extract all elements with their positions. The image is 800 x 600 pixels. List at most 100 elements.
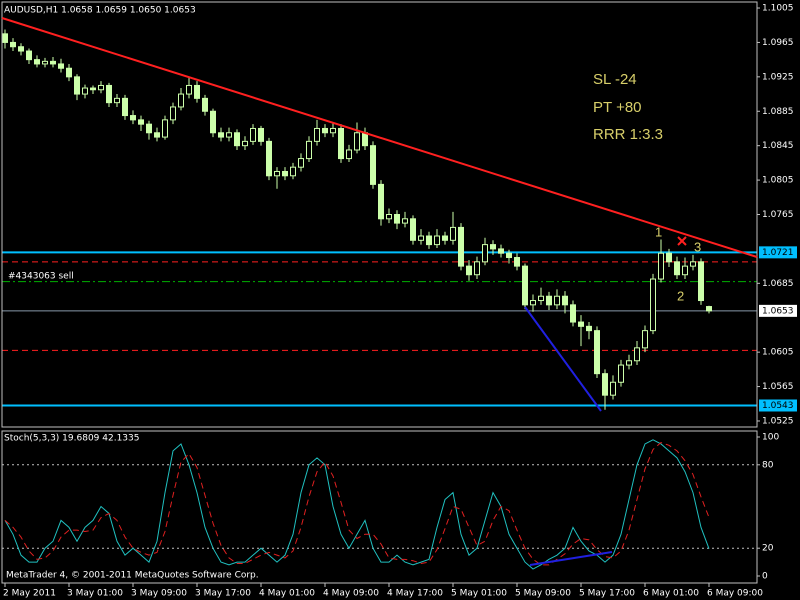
candle-body (594, 330, 600, 375)
candle-body (658, 252, 664, 280)
candle-body (34, 59, 40, 65)
candle-body (314, 127, 320, 142)
candle-body (338, 127, 344, 160)
candle-body (642, 330, 648, 349)
candle-body (50, 60, 56, 65)
chart-title: AUDUSD,H1 1.0658 1.0659 1.0650 1.0653 (4, 6, 196, 16)
y-tick-label: 1.0605 (762, 348, 794, 358)
x-tick-label: 3 May 09:00 (131, 589, 187, 599)
candle-body (202, 97, 208, 112)
candle-body (378, 183, 384, 220)
candle-body (450, 226, 456, 241)
candle-body (138, 119, 144, 125)
candle-body (586, 325, 592, 332)
y-tick-label: 20 (762, 544, 774, 554)
candle-body (170, 106, 176, 121)
price-box (759, 304, 797, 317)
trend-line (524, 306, 602, 412)
annotation: SL -24 (593, 71, 637, 88)
price-box-label: 1.0721 (762, 248, 794, 258)
candle-body (250, 127, 256, 142)
candle-body (362, 132, 368, 147)
candle-body (466, 265, 472, 276)
candle-body (218, 132, 224, 138)
price-box-label: 1.0653 (762, 306, 794, 316)
candle-body (666, 252, 672, 263)
y-tick-label: 1.0685 (762, 279, 794, 289)
annotation: RRR 1:3.3 (593, 126, 663, 143)
x-tick-label: 3 May 01:00 (67, 589, 123, 599)
y-tick-label: 0 (762, 572, 768, 582)
candle-body (618, 364, 624, 383)
candle-body (506, 252, 512, 259)
candle-body (570, 304, 576, 323)
candle-body (42, 60, 48, 65)
candle-body (538, 295, 544, 302)
y-tick-label: 1.0925 (762, 72, 794, 82)
candle-body (82, 87, 88, 95)
candle-body (10, 41, 16, 48)
y-tick-label: 1.0885 (762, 107, 794, 117)
wave-label: 3 (694, 239, 701, 254)
candle-body (210, 110, 216, 134)
y-tick-label: 1.0525 (762, 416, 794, 426)
price-box-label: 1.0543 (762, 401, 794, 411)
x-tick-label: 4 May 01:00 (259, 589, 315, 599)
price-box (759, 399, 797, 412)
main-frame (1, 1, 758, 428)
candle-body (178, 93, 184, 108)
candle-body (402, 218, 408, 224)
candle-body (410, 218, 416, 241)
candle-body (546, 295, 552, 306)
wave-label: 1 (655, 224, 662, 239)
candle-body (458, 226, 464, 267)
candle-body (698, 261, 704, 302)
candle-body (306, 140, 312, 160)
divergence-line (529, 551, 613, 566)
candle-body (298, 158, 304, 168)
candle-body (186, 84, 192, 95)
plot-layer: 1.1005 1.0965 1.0925 1.0885 1.0845 1.0805 1.07… (2, 4, 797, 599)
y-tick-label: 1.0965 (762, 38, 794, 48)
candle-body (162, 119, 168, 138)
candle-body (674, 261, 680, 276)
x-tick-label: 2 May 2011 (3, 589, 56, 599)
candle-body (602, 373, 608, 396)
candle-body (562, 295, 568, 306)
candle-body (682, 265, 688, 276)
stoch-line (4, 441, 710, 566)
order-label: #4343063 sell (8, 272, 74, 282)
footer: MetaTrader 4, © 2001-2011 MetaQuotes Sof… (6, 571, 259, 581)
candle-body (58, 63, 64, 69)
x-tick-label: 6 May 01:00 (643, 589, 699, 599)
candle-body (106, 84, 112, 104)
x-tick-label: 4 May 09:00 (323, 589, 379, 599)
candle-body (194, 84, 200, 99)
candle-body (26, 50, 32, 61)
candle-body (2, 33, 8, 43)
y-tick-label: 80 (762, 460, 774, 470)
x-tick-label: 5 May 01:00 (451, 589, 507, 599)
candle-body (282, 170, 288, 177)
candle-body (154, 132, 160, 138)
candle-body (74, 76, 80, 95)
x-tick-label: 6 May 09:00 (707, 589, 763, 599)
candle-body (242, 140, 248, 147)
candle-body (354, 132, 360, 151)
wave-label: 2 (677, 288, 684, 303)
candle-body (90, 87, 96, 91)
candle-body (442, 235, 448, 241)
candle-body (578, 321, 584, 327)
candle-body (370, 145, 376, 185)
cross-marker (677, 236, 687, 246)
candle-body (330, 127, 336, 134)
candle-body (258, 127, 264, 142)
candle-body (394, 214, 400, 224)
candle-body (226, 132, 232, 138)
candle-body (514, 257, 520, 267)
candle-body (474, 261, 480, 276)
indicator-title: Stoch(5,3,3) 19.6809 42.1335 (4, 434, 139, 444)
candle-body (434, 235, 440, 246)
candle-body (98, 84, 104, 91)
